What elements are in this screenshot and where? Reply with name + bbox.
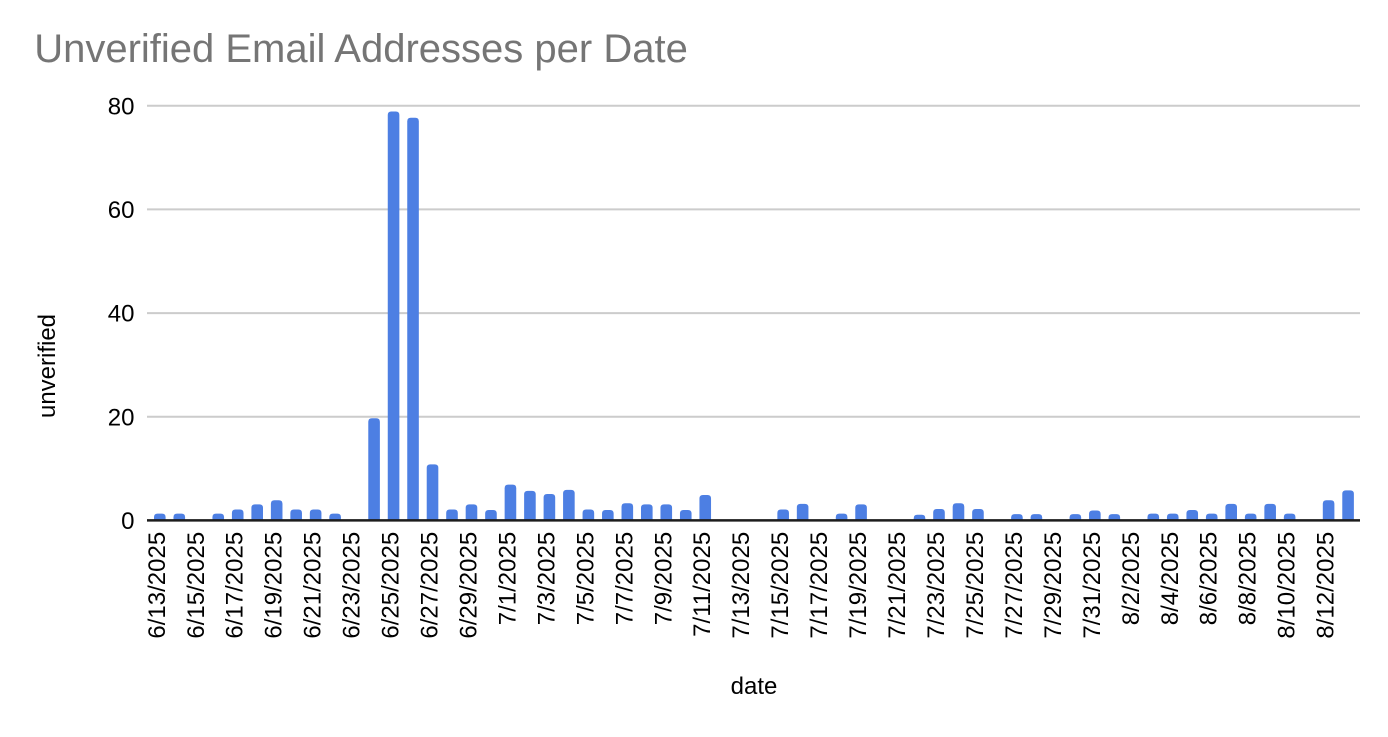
svg-text:40: 40: [108, 301, 135, 328]
svg-text:7/5/2025: 7/5/2025: [572, 532, 599, 625]
svg-text:8/6/2025: 8/6/2025: [1196, 532, 1223, 625]
svg-text:unverified: unverified: [34, 314, 61, 418]
svg-text:7/11/2025: 7/11/2025: [689, 532, 716, 637]
svg-text:6/25/2025: 6/25/2025: [378, 532, 405, 639]
svg-text:6/17/2025: 6/17/2025: [222, 532, 249, 639]
svg-text:8/12/2025: 8/12/2025: [1313, 532, 1340, 639]
svg-text:6/27/2025: 6/27/2025: [417, 532, 444, 639]
svg-text:0: 0: [121, 508, 134, 535]
svg-text:7/1/2025: 7/1/2025: [494, 532, 521, 625]
svg-text:6/23/2025: 6/23/2025: [339, 532, 366, 639]
svg-text:80: 80: [108, 93, 135, 120]
svg-text:7/25/2025: 7/25/2025: [962, 532, 989, 639]
svg-text:8/8/2025: 8/8/2025: [1235, 532, 1262, 625]
svg-text:6/29/2025: 6/29/2025: [456, 532, 483, 639]
svg-text:20: 20: [108, 404, 135, 431]
svg-text:6/19/2025: 6/19/2025: [261, 532, 288, 639]
svg-text:7/21/2025: 7/21/2025: [884, 532, 911, 639]
svg-text:7/23/2025: 7/23/2025: [923, 532, 950, 639]
svg-text:7/9/2025: 7/9/2025: [650, 532, 677, 625]
svg-text:6/15/2025: 6/15/2025: [183, 532, 210, 639]
svg-text:7/31/2025: 7/31/2025: [1079, 532, 1106, 639]
svg-text:8/4/2025: 8/4/2025: [1157, 532, 1184, 625]
svg-text:60: 60: [108, 197, 135, 224]
svg-text:7/19/2025: 7/19/2025: [845, 532, 872, 639]
svg-text:7/15/2025: 7/15/2025: [767, 532, 794, 639]
svg-text:7/29/2025: 7/29/2025: [1040, 532, 1067, 639]
svg-text:8/10/2025: 8/10/2025: [1274, 532, 1301, 639]
svg-text:7/13/2025: 7/13/2025: [728, 532, 755, 639]
svg-text:7/17/2025: 7/17/2025: [806, 532, 833, 639]
svg-text:8/2/2025: 8/2/2025: [1118, 532, 1145, 625]
svg-text:7/7/2025: 7/7/2025: [611, 532, 638, 625]
svg-text:7/27/2025: 7/27/2025: [1001, 532, 1028, 639]
svg-text:Unverified Email Addresses per: Unverified Email Addresses per Date: [34, 27, 688, 71]
svg-text:date: date: [731, 673, 778, 700]
svg-text:6/13/2025: 6/13/2025: [144, 532, 171, 639]
svg-text:6/21/2025: 6/21/2025: [300, 532, 327, 639]
svg-text:7/3/2025: 7/3/2025: [533, 532, 560, 625]
